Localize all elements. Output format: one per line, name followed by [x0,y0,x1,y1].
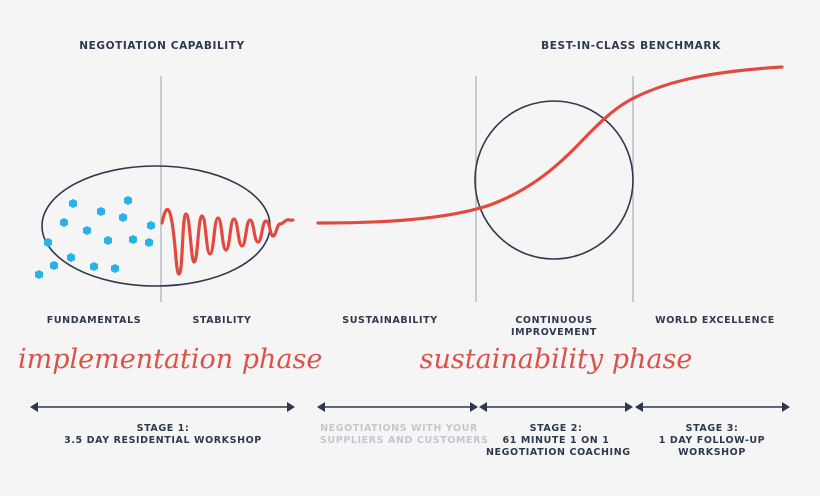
fundamentals-dot [145,238,153,247]
stage2-title: STAGE 2: [529,423,583,434]
fundamentals-label: FUNDAMENTALS [46,315,142,326]
stability-label: STABILITY [192,315,252,326]
fundamentals-dot [104,236,112,245]
stability-oscillation-curve [160,207,295,276]
stage1-title: STAGE 1: [136,423,190,434]
fundamentals-dot [119,213,127,222]
fundamentals-dot [124,196,132,205]
fundamentals-dot [90,262,98,271]
stage1-description: 3.5 DAY RESIDENTIAL WORKSHOP [64,435,262,446]
fundamentals-dot [67,253,75,262]
stage3-line1: 1 DAY FOLLOW-UP [658,435,766,446]
stage2-line2: NEGOTIATION COACHING [486,447,631,458]
sustainability-label: SUSTAINABILITY [342,315,438,326]
fundamentals-dot [83,226,91,235]
stage3-arrow [635,402,790,412]
continuous-improvement-circle [474,100,634,260]
fundamentals-dot [60,218,68,227]
fundamentals-dot [111,264,119,273]
world-excellence-label: WORLD EXCELLENCE [655,315,775,326]
fundamentals-dot [44,238,52,247]
continuous-improvement-label: CONTINUOUS IMPROVEMENT [511,315,597,338]
sustainability-s-curve [316,65,784,225]
fundamentals-dots [35,196,155,279]
fundamentals-dot [35,270,43,279]
fundamentals-dot [147,221,155,230]
implementation-phase-title: implementation phase [18,344,323,375]
best-in-class-benchmark-label: BEST-IN-CLASS BENCHMARK [541,40,721,52]
stage2-line1: 61 MINUTE 1 ON 1 [502,435,610,446]
negotiations-arrow [317,402,478,412]
negotiations-line2: SUPPLIERS AND CUSTOMERS [320,435,489,446]
stage2-arrow [479,402,633,412]
fundamentals-dot [129,235,137,244]
stage1-arrow [30,402,295,412]
stage3-title: STAGE 3: [685,423,739,434]
fundamentals-dot [97,207,105,216]
negotiation-capability-label: NEGOTIATION CAPABILITY [79,40,245,52]
stage3-line2: WORKSHOP [678,447,746,458]
negotiations-line1: NEGOTIATIONS WITH YOUR [320,423,478,434]
fundamentals-dot [50,261,58,270]
fundamentals-dot [69,199,77,208]
sustainability-phase-title: sustainability phase [419,344,693,375]
